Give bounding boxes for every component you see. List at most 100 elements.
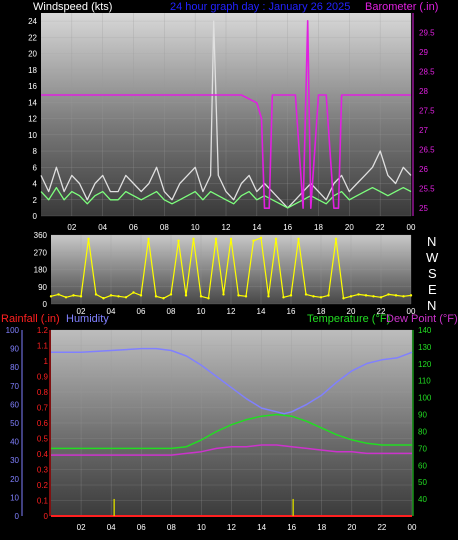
wind-direction-point	[87, 237, 90, 241]
temperature-y-tick-label: 80	[418, 427, 427, 436]
wind-y-tick-label: 22	[28, 33, 37, 42]
dir-x-tick-label: 04	[107, 307, 116, 316]
baro-y-tick-label: 29	[419, 48, 428, 57]
wind-direction-point	[297, 237, 300, 241]
temp-x-tick-label: 08	[167, 523, 176, 532]
temperature-y-tick-label: 90	[418, 411, 427, 420]
wind-direction-point	[357, 293, 360, 296]
rain-y-tick-label: 0.6	[37, 419, 49, 428]
gust-series-line	[40, 20, 412, 209]
wind-direction-point	[57, 293, 60, 296]
wind-direction-point	[319, 296, 323, 299]
temp-x-tick-label: 02	[77, 523, 86, 532]
wind-y-tick-label: 24	[28, 17, 37, 26]
baro-y-tick-label: 29.5	[419, 29, 435, 38]
temp-x-tick-label: 10	[197, 523, 206, 532]
humidity-y-tick-label: 90	[10, 345, 19, 354]
temperature-y-tick-label: 110	[418, 377, 431, 386]
wind-y-tick-label: 20	[28, 50, 37, 59]
humidity-y-tick-label: 70	[10, 382, 19, 391]
rain-y-tick-label: 0	[44, 512, 49, 521]
wind-x-tick-label: 10	[191, 223, 200, 232]
dir-x-tick-label: 22	[377, 307, 386, 316]
temp-x-tick-label: 06	[137, 523, 146, 532]
wind-direction-point	[184, 294, 188, 297]
wind-direction-point	[259, 236, 263, 240]
temperature-y-tick-label: 40	[418, 495, 427, 504]
temp-x-tick-label: 22	[377, 523, 386, 532]
dir-x-tick-label: 16	[287, 307, 296, 316]
temperature-y-tick-label: 50	[418, 478, 427, 487]
humidity-y-tick-label: 60	[10, 400, 19, 409]
wind-direction-point	[394, 294, 398, 297]
wind-direction-point	[154, 295, 158, 298]
rain-y-tick-label: 0.8	[37, 388, 49, 397]
wind-y-tick-label: 14	[28, 98, 37, 107]
dir-x-tick-label: 10	[197, 307, 206, 316]
rain-y-tick-label: 0.4	[37, 450, 49, 459]
temperature-y-tick-label: 140	[418, 326, 432, 335]
wind-y-tick-label: 8	[33, 147, 38, 156]
rain-y-tick-label: 0.7	[37, 404, 49, 413]
dir-x-tick-label: 20	[347, 307, 356, 316]
wind-direction-point	[229, 237, 233, 241]
humidity-y-tick-label: 0	[15, 512, 20, 521]
dewpoint-series-line	[51, 444, 412, 456]
baro-y-tick-label: 25	[419, 204, 428, 213]
wind-direction-point	[372, 295, 375, 298]
wind-direction-point	[349, 295, 353, 298]
wind-direction-point	[162, 297, 165, 300]
wind-direction-point	[49, 295, 53, 298]
wind-direction-point	[124, 296, 128, 299]
wind-direction-point	[267, 295, 270, 298]
wind-x-tick-label: 02	[67, 223, 76, 232]
wind-direction-point	[289, 294, 293, 297]
direction-label-n-top: N	[427, 234, 436, 249]
wind-direction-point	[192, 237, 195, 241]
wind-x-tick-label: 20	[345, 223, 354, 232]
temp-x-tick-label: 18	[317, 523, 326, 532]
temp-x-tick-label: 00	[408, 523, 417, 532]
wind-direction-point	[147, 237, 150, 241]
baro-y-tick-label: 26	[419, 165, 428, 174]
temperature-y-tick-label: 60	[418, 461, 427, 470]
humidity-axis-label: Humidity	[66, 313, 109, 325]
wind-direction-point	[102, 297, 105, 300]
graph-title: 24 hour graph day : January 26 2025	[170, 1, 350, 13]
baro-y-tick-label: 26.5	[419, 146, 435, 155]
wind-direction-point	[379, 296, 383, 299]
wind-x-tick-label: 08	[160, 223, 169, 232]
temp-x-tick-label: 16	[287, 523, 296, 532]
wind-direction-point	[199, 295, 203, 298]
rain-y-tick-label: 0.5	[37, 435, 49, 444]
direction-label-e: E	[428, 282, 437, 297]
rain-y-tick-label: 1.2	[37, 326, 49, 335]
windspeed-axis-label: Windspeed (kts)	[33, 1, 112, 13]
temperature-series-line	[51, 413, 412, 450]
wind-x-tick-label: 14	[252, 223, 261, 232]
dir-y-tick-label: 360	[34, 231, 48, 240]
temperature-axis-label: Temperature (°F)	[307, 313, 390, 325]
humidity-y-tick-label: 80	[10, 363, 19, 372]
humidity-series-line	[51, 347, 413, 415]
wind-x-tick-label: 12	[222, 223, 231, 232]
wind-direction-point	[117, 295, 120, 298]
humidity-y-tick-label: 100	[6, 326, 20, 335]
wind-direction-point	[334, 237, 338, 241]
wind-direction-point	[327, 294, 330, 297]
rain-y-tick-label: 0.3	[37, 466, 49, 475]
wind-x-tick-label: 00	[407, 223, 416, 232]
dewpoint-axis-label: Dew Point (°F)	[386, 313, 458, 325]
dir-x-tick-label: 14	[257, 307, 266, 316]
wind-y-tick-label: 18	[28, 66, 37, 75]
dir-x-tick-label: 08	[167, 307, 176, 316]
dir-x-tick-label: 18	[317, 307, 326, 316]
humidity-y-tick-label: 50	[10, 419, 19, 428]
rain-y-tick-label: 0.9	[37, 373, 49, 382]
temp-x-tick-label: 14	[257, 523, 266, 532]
wind-direction-point	[214, 237, 218, 241]
wind-direction-point	[304, 293, 308, 296]
wind-direction-point	[169, 293, 173, 296]
wind-y-tick-label: 4	[33, 180, 38, 189]
